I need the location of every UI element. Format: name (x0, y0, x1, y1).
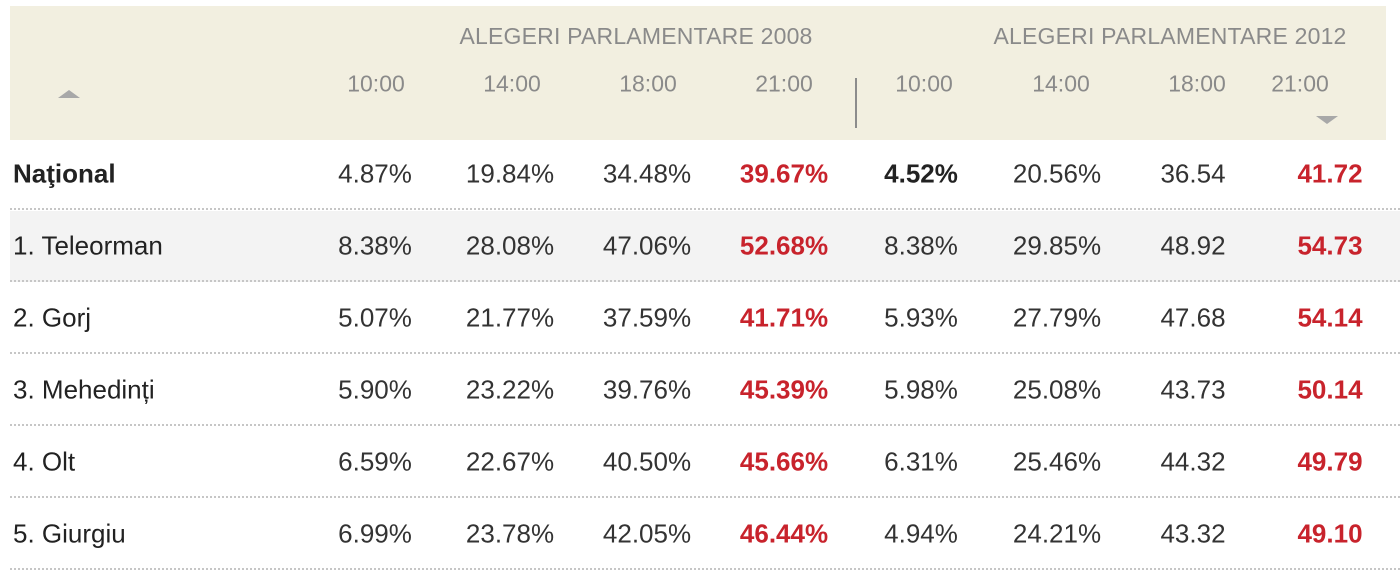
value-2008-1800: 39.76% (602, 374, 692, 404)
sort-up-icon[interactable] (58, 90, 80, 98)
year-divider (855, 78, 857, 128)
value-2012-2100: 50.14 (1297, 374, 1363, 404)
col-2012-1000[interactable]: 10:00 (895, 70, 953, 97)
value-2008-1000: 4.87% (338, 158, 412, 188)
value-2012-1000: 8.38% (884, 230, 958, 260)
value-2012-2100: 49.10 (1297, 518, 1363, 548)
value-2012-2100: 49.79 (1297, 446, 1363, 476)
value-2012-1800: 36.54 (1160, 158, 1226, 188)
value-2008-1800: 37.59% (602, 302, 692, 332)
value-2008-1000: 8.38% (338, 230, 412, 260)
table-row: 1. Teleorman 8.38% 28.08% 47.06% 52.68% … (10, 211, 1400, 282)
row-label: 5. Giurgiu (13, 518, 126, 548)
value-2008-1400: 23.78% (465, 518, 555, 548)
value-2008-1400: 21.77% (465, 302, 555, 332)
col-2012-2100[interactable]: 21:00 (1271, 70, 1329, 97)
col-2012-1400[interactable]: 14:00 (1032, 70, 1090, 97)
value-2008-2100: 52.68% (739, 230, 829, 260)
row-label: 1. Teleorman (13, 230, 163, 260)
value-2012-1800: 48.92 (1160, 230, 1226, 260)
value-2008-1400: 19.84% (465, 158, 555, 188)
value-2008-1000: 5.90% (338, 374, 412, 404)
value-2008-1800: 34.48% (602, 158, 692, 188)
group-heading-2012: ALEGERI PARLAMENTARE 2012 (993, 23, 1347, 49)
value-2012-2100: 41.72 (1297, 158, 1363, 188)
value-2012-1000: 4.94% (884, 518, 958, 548)
value-2012-1400: 20.56% (1012, 158, 1102, 188)
value-2008-2100: 45.39% (739, 374, 829, 404)
sort-down-icon[interactable] (1316, 116, 1338, 124)
value-2012-1400: 25.46% (1012, 446, 1102, 476)
table-header: ALEGERI PARLAMENTARE 2008 ALEGERI PARLAM… (10, 6, 1386, 140)
value-2008-1400: 22.67% (465, 446, 555, 476)
value-2012-1400: 25.08% (1012, 374, 1102, 404)
value-2012-1800: 44.32 (1160, 446, 1226, 476)
value-2012-2100: 54.14 (1297, 302, 1363, 332)
value-2008-1800: 40.50% (602, 446, 692, 476)
value-2008-2100: 46.44% (739, 518, 829, 548)
row-label: 4. Olt (13, 446, 76, 476)
value-2012-1800: 43.73 (1160, 374, 1226, 404)
col-2008-2100[interactable]: 21:00 (755, 70, 813, 97)
group-heading-2008: ALEGERI PARLAMENTARE 2008 (459, 23, 813, 49)
table-row: 4. Olt 6.59% 22.67% 40.50% 45.66% 6.31% … (10, 427, 1400, 498)
value-2012-1000: 6.31% (884, 446, 958, 476)
value-2012-1000: 5.93% (884, 302, 958, 332)
col-2012-1800[interactable]: 18:00 (1168, 70, 1226, 97)
value-2012-1000: 4.52% (884, 158, 958, 188)
value-2012-1400: 29.85% (1012, 230, 1102, 260)
col-2008-1000[interactable]: 10:00 (347, 70, 405, 97)
row-label: Naţional (13, 158, 116, 188)
col-2008-1800[interactable]: 18:00 (619, 70, 677, 97)
table-row: 5. Giurgiu 6.99% 23.78% 42.05% 46.44% 4.… (10, 499, 1400, 570)
value-2012-1800: 47.68 (1160, 302, 1226, 332)
value-2012-1800: 43.32 (1160, 518, 1226, 548)
value-2012-1000: 5.98% (884, 374, 958, 404)
value-2008-1400: 28.08% (465, 230, 555, 260)
value-2008-1000: 6.59% (338, 446, 412, 476)
value-2012-1400: 24.21% (1012, 518, 1102, 548)
table-row: 3. Mehedinți 5.90% 23.22% 39.76% 45.39% … (10, 355, 1400, 426)
row-label: 2. Gorj (13, 302, 92, 332)
value-2008-1800: 42.05% (602, 518, 692, 548)
value-2012-2100: 54.73 (1297, 230, 1363, 260)
value-2008-1000: 5.07% (338, 302, 412, 332)
value-2008-1400: 23.22% (465, 374, 555, 404)
value-2012-1400: 27.79% (1012, 302, 1102, 332)
value-2008-2100: 41.71% (739, 302, 829, 332)
col-2008-1400[interactable]: 14:00 (483, 70, 541, 97)
value-2008-2100: 39.67% (739, 158, 829, 188)
row-label: 3. Mehedinți (13, 374, 155, 404)
value-2008-1800: 47.06% (602, 230, 692, 260)
value-2008-1000: 6.99% (338, 518, 412, 548)
table-row: 2. Gorj 5.07% 21.77% 37.59% 41.71% 5.93%… (10, 283, 1400, 354)
value-2008-2100: 45.66% (739, 446, 829, 476)
table-row-national: Naţional 4.87% 19.84% 34.48% 39.67% 4.52… (10, 139, 1400, 210)
